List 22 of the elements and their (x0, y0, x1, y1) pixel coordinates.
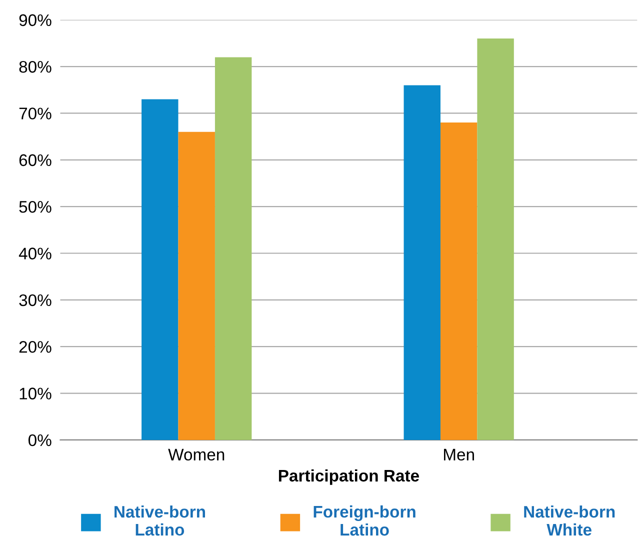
y-tick-label: 40% (18, 248, 52, 260)
y-tick-label: 30% (19, 294, 52, 306)
y-tick-label: 10% (20, 388, 52, 400)
y-tick-label: 90% (19, 14, 52, 26)
legend-label: Foreign-born Latino (314, 505, 416, 536)
bar (214, 57, 252, 440)
bar (404, 85, 440, 440)
bar (142, 99, 178, 440)
x-tick-label: Men (444, 448, 474, 461)
x-tick-label: Women (168, 448, 224, 461)
bar (440, 122, 478, 440)
y-tick-label: 70% (19, 108, 52, 120)
y-tick-label: 20% (19, 340, 52, 353)
y-tick-label: 80% (19, 60, 52, 73)
x-axis-title: Participation Rate (278, 469, 419, 485)
bar (178, 132, 215, 440)
bar (477, 38, 514, 440)
y-tick-label: 60% (19, 154, 52, 166)
y-tick-label: 0% (28, 434, 52, 446)
y-tick-label: 50% (19, 200, 52, 213)
legend-label: Native-born White (524, 505, 615, 536)
legend-label: Native-born Latino (114, 505, 206, 536)
